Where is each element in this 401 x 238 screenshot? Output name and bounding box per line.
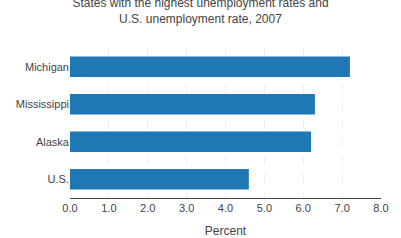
svg-text:8.0: 8.0 <box>373 202 388 214</box>
svg-text:2.0: 2.0 <box>140 202 155 214</box>
svg-text:Percent: Percent <box>205 224 247 238</box>
svg-text:Mississippi: Mississippi <box>16 98 69 110</box>
svg-text:Alaska: Alaska <box>36 136 70 148</box>
svg-text:4.0: 4.0 <box>218 202 233 214</box>
svg-text:1.0: 1.0 <box>101 202 116 214</box>
svg-text:7.0: 7.0 <box>334 202 349 214</box>
svg-text:0.0: 0.0 <box>62 202 77 214</box>
svg-text:6.0: 6.0 <box>296 202 311 214</box>
svg-text:5.0: 5.0 <box>257 202 272 214</box>
svg-text:States with the highest unempl: States with the highest unemployment rat… <box>72 0 328 26</box>
svg-text:3.0: 3.0 <box>179 202 194 214</box>
svg-text:U.S.: U.S. <box>48 173 69 185</box>
svg-text:Michigan: Michigan <box>25 61 69 73</box>
